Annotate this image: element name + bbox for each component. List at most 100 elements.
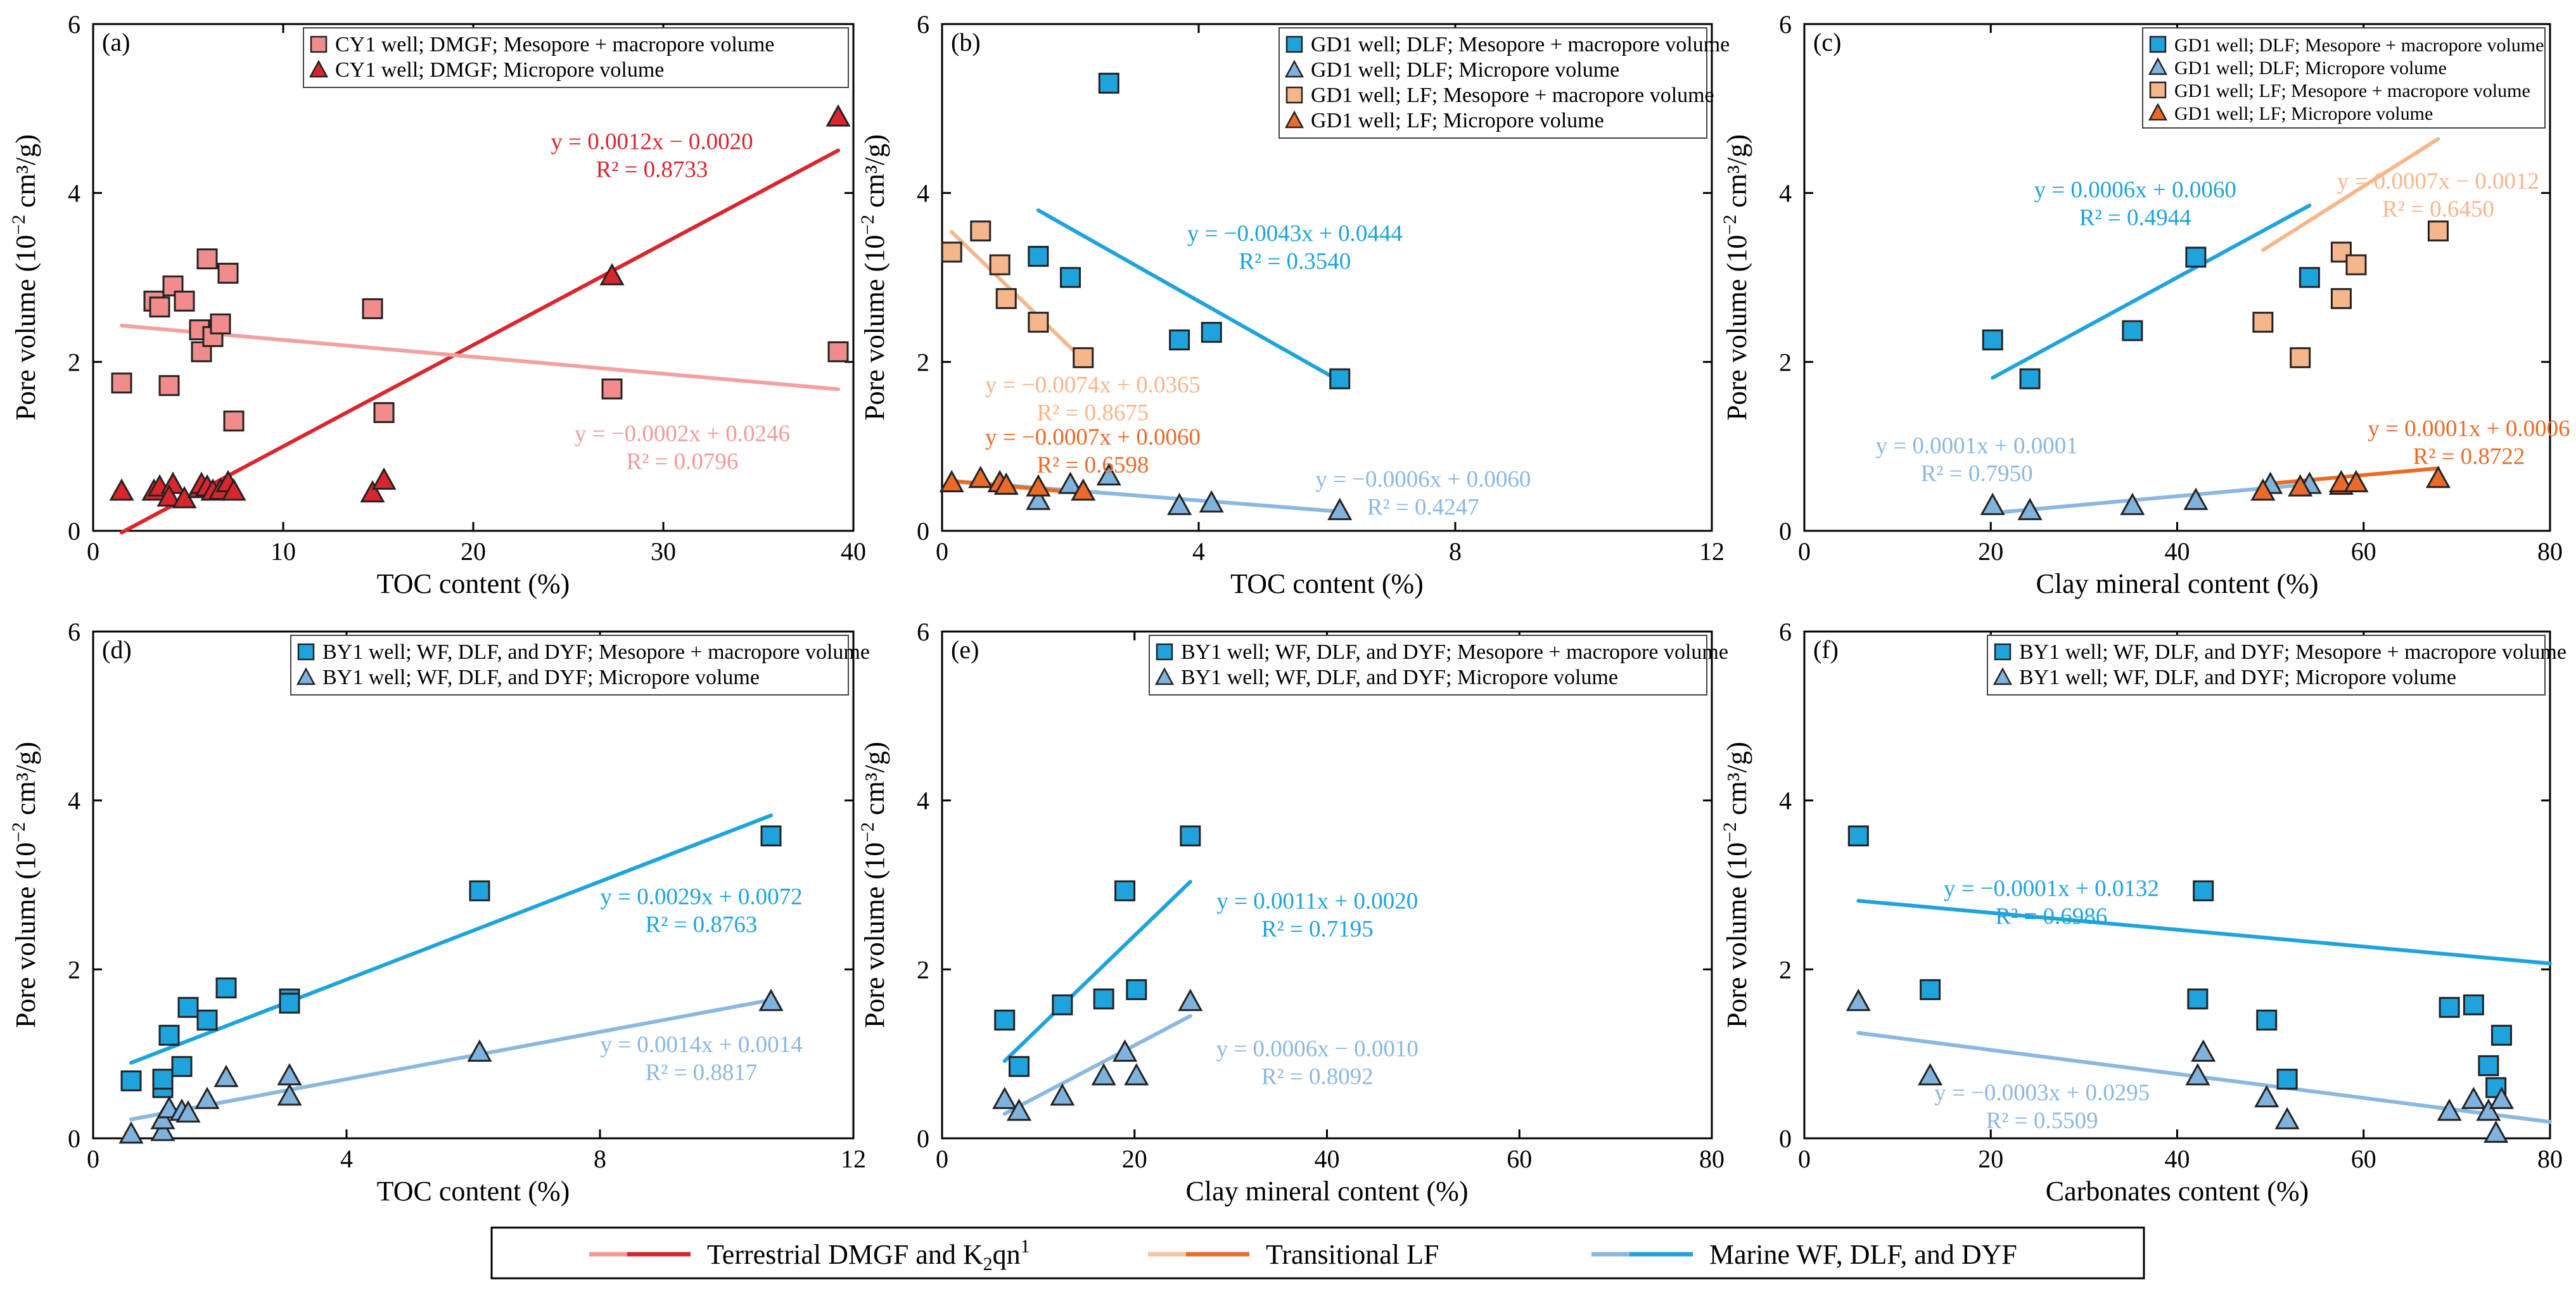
fit-r-squared: R² = 0.3540 [1239,249,1351,275]
data-point-square [1114,880,1136,901]
x-tick-label: 0 [936,1145,948,1173]
data-point-triangle [1178,988,1203,1012]
x-axis-title: Clay mineral content (%) [1186,1176,1469,1207]
data-point-square [149,296,170,318]
data-point-triangle [993,472,1019,495]
x-tick-label: 40 [2165,537,2190,566]
panel-1: 0 4 8 12 0 2 4 6 TOC content (%) Pore volume (10−… [857,10,1730,599]
data-point-square [995,288,1017,309]
plot-frame [1803,630,2551,1140]
data-point-triangle [109,478,134,501]
y-tick-label: 6 [1779,618,1792,646]
data-point-triangle [2120,492,2145,516]
fit-line [1991,482,2312,515]
legend-label: GD1 well; DLF; Micropore volume [1311,58,1619,82]
plot-frame [941,630,1713,1140]
y-tick-label: 2 [917,348,929,376]
y-tick-label: 4 [1779,179,1792,208]
data-point-square [1169,329,1190,351]
fit-equation: y = −0.0002x + 0.0246 [575,421,790,447]
x-axis-title: TOC content (%) [377,568,570,599]
y-axis-title: Pore volume (10−2 cm³/g) [1719,134,1752,421]
data-point-square [2276,1069,2298,1090]
x-axis-title: TOC content (%) [1230,568,1424,599]
panel-4: 0 20 40 60 80 0 2 4 6 Clay mineral content (%) Por… [857,618,1728,1207]
data-point-triangle [175,1100,201,1123]
fit-r-squared: R² = 0.6598 [1036,452,1149,478]
legend-label: GD1 well; DLF; Micropore volume [2174,58,2447,79]
legend-marker [1285,35,1303,53]
data-point-triangle [1199,490,1224,513]
plot-frame [92,630,855,1140]
panel-3: 0 4 8 12 0 2 4 6 TOC content (%) Pore volume (10−… [8,618,870,1207]
legend-label: GD1 well; LF; Mesopore + macropore volum… [1311,84,1714,107]
x-tick-label: 40 [841,537,866,566]
data-point-square [1073,347,1094,369]
data-point-square [279,993,300,1014]
fit-r-squared: R² = 0.8733 [596,156,708,182]
data-point-triangle [2288,474,2313,497]
data-point-triangle [2484,1120,2509,1143]
fit-line [2260,137,2440,252]
data-point-triangle [2476,1098,2501,1121]
x-axis-title: Clay mineral content (%) [2036,568,2319,599]
x-tick-label: 0 [1798,537,1811,566]
fit-r-squared: R² = 0.6986 [1995,903,2107,929]
x-tick-label: 80 [2537,1145,2563,1173]
x-tick-label: 4 [1192,537,1205,566]
data-point-square [2490,1024,2512,1046]
fit-line [120,148,840,535]
data-point-triangle [1050,1083,1075,1106]
y-axis-title: Pore volume (10−2 cm³/g) [857,742,890,1028]
data-point-square [196,248,218,270]
data-point-triangle [221,478,246,501]
panel-5: 0 20 40 60 80 0 2 4 6 Carbonates content (%) Pore … [1719,618,2566,1207]
data-point-square [2439,996,2460,1018]
data-point-triangle [2250,478,2276,501]
x-tick-label: 40 [2165,1145,2190,1173]
data-point-square [1093,988,1114,1010]
fit-line [1002,1014,1192,1116]
data-point-triangle [1846,988,1871,1012]
fit-line [1856,899,2552,965]
data-point-square [171,1056,193,1077]
fit-r-squared: R² = 0.5509 [1986,1108,2098,1134]
x-tick-label: 0 [936,537,948,566]
bottom-legend-label: Terrestrial DMGF and K2qn1 [707,1236,1030,1274]
data-point-triangle [214,1064,239,1088]
x-tick-label: 80 [1699,1145,1725,1173]
data-point-triangle [826,104,851,127]
data-point-triangle [1918,1063,1943,1086]
fit-equation: y = −0.0074x + 0.0365 [985,372,1201,398]
y-tick-label: 6 [917,10,929,39]
x-tick-label: 8 [1449,537,1462,566]
data-point-triangle [1026,474,1051,497]
data-point-triangle [1113,1039,1138,1062]
data-point-square [2122,320,2143,341]
x-tick-label: 60 [2351,1145,2376,1173]
data-point-triangle [2437,1098,2462,1121]
data-point-square [120,1070,142,1091]
data-point-square [1028,246,1049,267]
x-tick-label: 20 [461,537,486,566]
x-tick-label: 12 [1699,537,1725,566]
x-tick-label: 10 [271,537,296,566]
fit-equation: y = 0.0001x + 0.0001 [1876,433,2078,459]
data-point-triangle [1980,492,2005,516]
panel-label: (a) [102,28,130,56]
data-point-square [760,825,782,847]
legend-marker [1994,643,2012,661]
data-point-square [1201,322,1222,343]
data-point-triangle [2425,466,2451,488]
data-point-square [970,220,992,242]
panel-label: (b) [951,28,981,56]
fit-equation: y = −0.0001x + 0.0132 [1944,875,2159,901]
data-point-triangle [277,1083,302,1106]
fit-equation: y = 0.0007x − 0.0012 [2337,168,2539,194]
data-point-square [2463,994,2484,1015]
data-point-triangle [277,1063,302,1086]
data-point-square [2345,254,2367,276]
data-point-square [941,241,962,263]
data-point-square [1982,329,2003,351]
y-tick-label: 6 [917,618,929,646]
